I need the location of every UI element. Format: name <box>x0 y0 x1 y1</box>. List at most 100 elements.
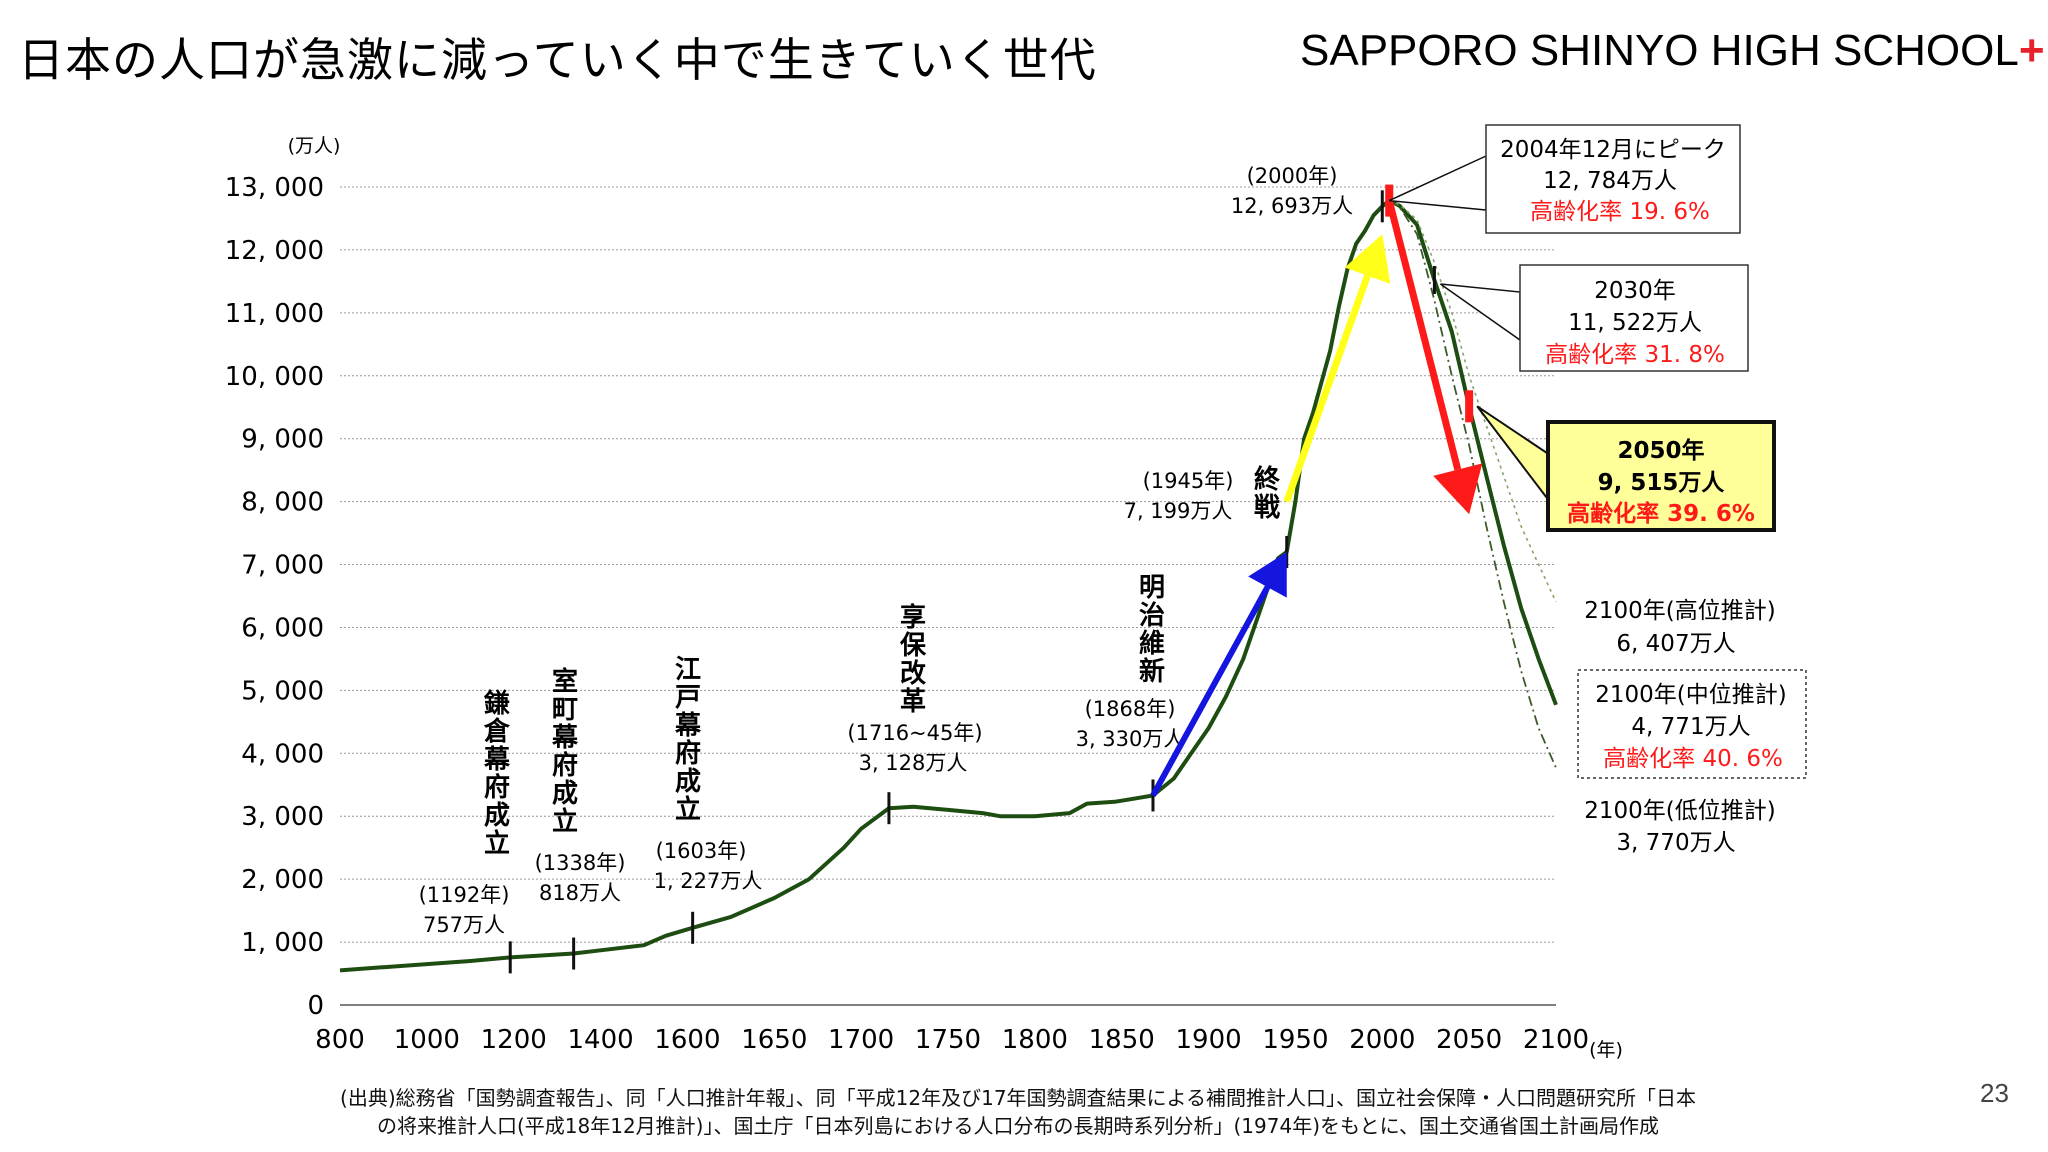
x-tick-label: 1900 <box>1175 1025 1241 1055</box>
event-pop: 818万人 <box>539 881 621 905</box>
event-name-kamakura: 鎌 <box>484 688 510 719</box>
school-name: SAPPORO SHINYO HIGH SCHOOL+ <box>1300 26 2045 76</box>
axes: 0 1, 000 2, 000 3, 000 4, 000 5, 000 6, 000 7, … <box>225 135 1623 1061</box>
event-year: (1603年) <box>656 839 747 863</box>
x-tick-label: 1700 <box>828 1025 894 1055</box>
y-tick-label: 9, 000 <box>241 425 324 455</box>
x-tick-label: 800 <box>315 1025 365 1055</box>
event-year: (1945年) <box>1143 469 1234 493</box>
source-line-1: (出典)総務省「国勢調査報告」、同「人口推計年報」、同「平成12年及び17年国勢… <box>340 1086 1696 1110</box>
y-tick-label: 4, 000 <box>241 739 324 769</box>
event-name-meiji: 明 <box>1139 573 1165 603</box>
event-name-muromachi: 府 <box>552 750 578 781</box>
series-projection-high <box>1388 199 1557 603</box>
y-tick-label: 2, 000 <box>241 865 324 895</box>
trend-arrows <box>1150 199 1483 797</box>
event-pop: 1, 227万人 <box>654 869 763 893</box>
event-name-edo: 立 <box>675 794 701 825</box>
y-tick-label: 7, 000 <box>241 551 324 581</box>
callout-text: 2100年(中位推計) <box>1595 682 1786 708</box>
x-tick-label: 1650 <box>741 1025 807 1055</box>
y-tick-label: 5, 000 <box>241 676 324 706</box>
event-year: (1716~45年) <box>847 721 982 745</box>
grid-lines <box>340 186 1556 943</box>
event-name-edo: 江 <box>675 655 701 685</box>
trend-arrowhead-0 <box>1248 552 1287 598</box>
trend-arrow-0 <box>1150 585 1271 797</box>
y-tick-label: 8, 000 <box>241 488 324 518</box>
event-name-muromachi: 成 <box>552 779 578 809</box>
series-projection-low <box>1388 199 1557 769</box>
callout-box-2030 <box>1519 264 1749 372</box>
y-axis-unit: (万人) <box>288 135 341 157</box>
event-pop: 12, 693万人 <box>1231 194 1353 218</box>
event-name-kyoho: 享 <box>900 602 926 633</box>
y-tick-label: 10, 000 <box>225 362 324 392</box>
x-tick-label: 1400 <box>567 1025 633 1055</box>
event-name-kyoho: 革 <box>900 687 926 717</box>
callout-text: 2050年 <box>1617 437 1704 464</box>
y-tick-label: 3, 000 <box>241 802 324 832</box>
event-name-edo: 幕 <box>674 711 702 741</box>
callout-text: 2030年 <box>1594 278 1676 304</box>
event-name-shusen: 戦 <box>1254 493 1280 523</box>
y-tick-label: 13, 000 <box>225 173 324 203</box>
school-name-text: SAPPORO SHINYO HIGH SCHOOL <box>1300 26 2019 75</box>
red-marker <box>1465 390 1474 423</box>
event-pop: 3, 330万人 <box>1076 727 1185 751</box>
trend-arrow-2 <box>1385 199 1462 471</box>
callout-pointer-peak <box>1388 154 1487 211</box>
y-tick-label: 11, 000 <box>225 299 324 329</box>
y-tick-label: 1, 000 <box>241 928 324 958</box>
x-tick-label: 1750 <box>915 1025 981 1055</box>
x-tick-label: 1200 <box>481 1025 547 1055</box>
event-name-kyoho: 改 <box>900 658 926 689</box>
series-historical <box>339 199 1391 973</box>
x-tick-label: 1800 <box>1002 1025 1068 1055</box>
callout-rate: 高齢化率 19. 6% <box>1530 199 1710 225</box>
event-pop: 7, 199万人 <box>1124 499 1233 523</box>
y-tick-label: 12, 000 <box>225 236 324 266</box>
event-name-muromachi: 幕 <box>551 723 579 753</box>
event-pop: 757万人 <box>423 913 505 937</box>
callout-text: 2004年12月にピーク <box>1500 137 1726 163</box>
event-name-kamakura: 成 <box>484 801 510 831</box>
event-name-kamakura: 府 <box>484 772 510 803</box>
callout-text: 11, 522万人 <box>1568 310 1702 336</box>
event-name-muromachi: 立 <box>552 806 578 837</box>
event-name-kyoho: 保 <box>899 631 927 661</box>
event-name-muromachi: 室 <box>552 666 578 697</box>
source-line-2: の将来推計人口(平成18年12月推計)」、国土庁「日本列島における人口分布の長期… <box>376 1114 1659 1138</box>
event-name-meiji: 治 <box>1139 601 1165 631</box>
event-name-shusen: 終 <box>1254 464 1281 495</box>
event-year: (1868年) <box>1085 697 1176 721</box>
event-name-kamakura: 立 <box>484 828 510 859</box>
event-name-edo: 成 <box>675 767 701 797</box>
x-tick-label: 1000 <box>394 1025 460 1055</box>
callout-text: 12, 784万人 <box>1543 168 1677 194</box>
trend-arrowhead-1 <box>1344 234 1391 284</box>
page-number: 23 <box>1980 1078 2009 1108</box>
event-name-meiji: 新 <box>1139 656 1165 687</box>
event-name-kamakura: 倉 <box>483 716 511 747</box>
x-tick-label: 2100 <box>1523 1025 1589 1055</box>
event-name-muromachi: 町 <box>552 695 578 725</box>
callout-text: 6, 407万人 <box>1616 631 1735 657</box>
x-tick-label: 2050 <box>1436 1025 1502 1055</box>
x-tick-label: 2000 <box>1349 1025 1415 1055</box>
event-annotations: 鎌倉幕府成立(1192年)757万人室町幕府成立(1338年)818万人江戸幕府… <box>419 164 1384 974</box>
trend-arrow-1 <box>1283 274 1371 503</box>
callout-text: 9, 515万人 <box>1598 470 1726 496</box>
event-year: (1338年) <box>535 851 626 875</box>
x-tick-label: 1600 <box>654 1025 720 1055</box>
callout-text: 2100年(低位推計) <box>1584 798 1775 824</box>
event-year: (1192年) <box>419 883 510 907</box>
event-name-meiji: 維 <box>1139 628 1165 659</box>
x-tick-label: 1950 <box>1262 1025 1328 1055</box>
callout-text: 2100年(高位推計) <box>1584 598 1775 624</box>
event-year: (2000年) <box>1247 164 1338 188</box>
callout-box-2050 <box>1546 420 1776 532</box>
callout-rate: 高齢化率 40. 6% <box>1603 746 1783 772</box>
